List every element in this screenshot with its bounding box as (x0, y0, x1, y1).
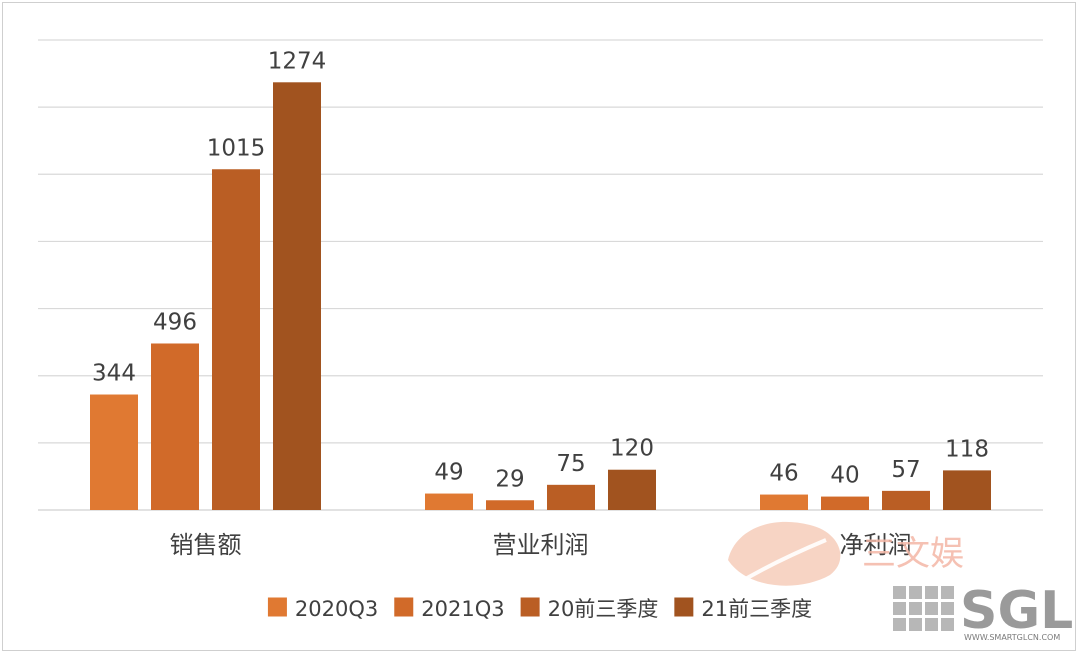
data-label: 120 (610, 436, 654, 462)
bar-1-1 (90, 394, 138, 510)
sgl-url: WWW.SMARTGLCN.COM (964, 633, 1060, 642)
watermark-leaf-icon (728, 521, 841, 586)
bars (90, 82, 991, 511)
data-label: 1274 (268, 48, 327, 74)
data-label: 57 (891, 457, 920, 483)
bar-2-3 (547, 484, 595, 510)
data-label: 1015 (207, 135, 266, 161)
data-labels: 344 496 1015 1274 49 29 75 120 46 40 57 118 (92, 48, 989, 492)
sgl-logo-text: SGL (960, 581, 1073, 641)
legend-label: 2021Q3 (421, 597, 504, 621)
legend: 2020Q3 2021Q3 20前三季度 21前三季度 (267, 597, 812, 621)
bar-3-1 (760, 494, 808, 510)
legend-label: 2020Q3 (295, 597, 378, 621)
bar-3-2 (821, 496, 869, 510)
bar-2-1 (425, 493, 473, 510)
sgl-logo: SGL WWW.SMARTGLCN.COM (893, 581, 1073, 642)
legend-swatch (674, 597, 694, 617)
category-label: 销售额 (170, 531, 242, 559)
gridlines (38, 39, 1043, 511)
legend-label: 21前三季度 (701, 597, 812, 621)
bar-3-4 (943, 470, 991, 510)
data-label: 46 (769, 461, 798, 487)
legend-swatch (520, 597, 540, 617)
data-label: 49 (434, 460, 463, 486)
category-label: 净利润 (840, 531, 912, 559)
watermark-logo: 三文娱 (728, 521, 964, 587)
data-label: 118 (945, 436, 989, 462)
data-label: 29 (495, 466, 524, 492)
watermark-text: 三文娱 (862, 534, 964, 574)
category-labels: 销售额 营业利润 净利润 (170, 531, 912, 559)
data-label: 496 (153, 309, 197, 335)
data-label: 75 (556, 451, 585, 477)
data-label: 344 (92, 361, 136, 387)
watermark-leaf-vein-icon (733, 538, 827, 587)
sgl-grid-icon (893, 586, 954, 631)
legend-label: 20前三季度 (548, 597, 659, 621)
bar-1-3 (212, 169, 260, 510)
bar-3-3 (882, 490, 930, 510)
data-label: 40 (830, 463, 859, 489)
legend-swatch (394, 597, 414, 617)
category-label: 营业利润 (493, 531, 589, 559)
bar-2-2 (486, 500, 534, 510)
bar-2-4 (608, 469, 656, 510)
bar-1-4 (273, 82, 321, 511)
bar-1-2 (151, 343, 199, 510)
legend-swatch (267, 597, 287, 617)
